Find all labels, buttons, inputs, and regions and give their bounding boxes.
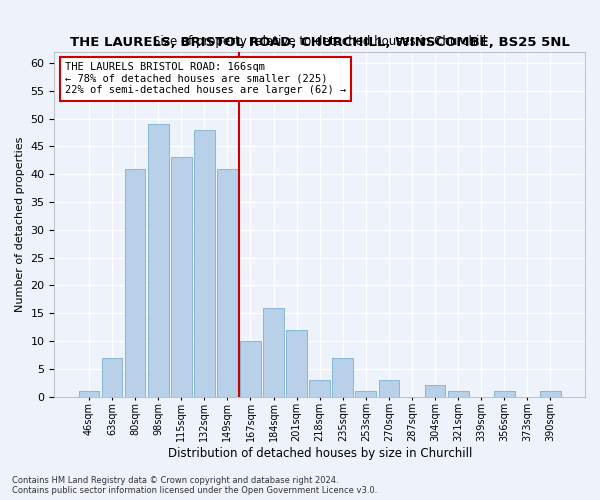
Bar [240, 341, 261, 396]
Text: Contains HM Land Registry data © Crown copyright and database right 2024.
Contai: Contains HM Land Registry data © Crown c… [12, 476, 377, 495]
Bar [148, 124, 169, 396]
Bar [379, 380, 400, 396]
Text: Size of property relative to detached houses in Churchill: Size of property relative to detached ho… [153, 36, 486, 49]
Bar [332, 358, 353, 397]
Bar [125, 168, 145, 396]
Title: THE LAURELS, BRISTOL ROAD, CHURCHILL, WINSCOMBE, BS25 5NL: THE LAURELS, BRISTOL ROAD, CHURCHILL, WI… [70, 36, 569, 50]
Y-axis label: Number of detached properties: Number of detached properties [15, 136, 25, 312]
Bar [310, 380, 330, 396]
Text: THE LAURELS BRISTOL ROAD: 166sqm
← 78% of detached houses are smaller (225)
22% : THE LAURELS BRISTOL ROAD: 166sqm ← 78% o… [65, 62, 346, 96]
Bar [101, 358, 122, 397]
Bar [540, 391, 561, 396]
Bar [194, 130, 215, 396]
Bar [171, 158, 191, 396]
Bar [286, 330, 307, 396]
Bar [355, 391, 376, 396]
Bar [79, 391, 99, 396]
Bar [217, 168, 238, 396]
Bar [425, 386, 445, 396]
Bar [494, 391, 515, 396]
Bar [448, 391, 469, 396]
Bar [263, 308, 284, 396]
X-axis label: Distribution of detached houses by size in Churchill: Distribution of detached houses by size … [167, 447, 472, 460]
